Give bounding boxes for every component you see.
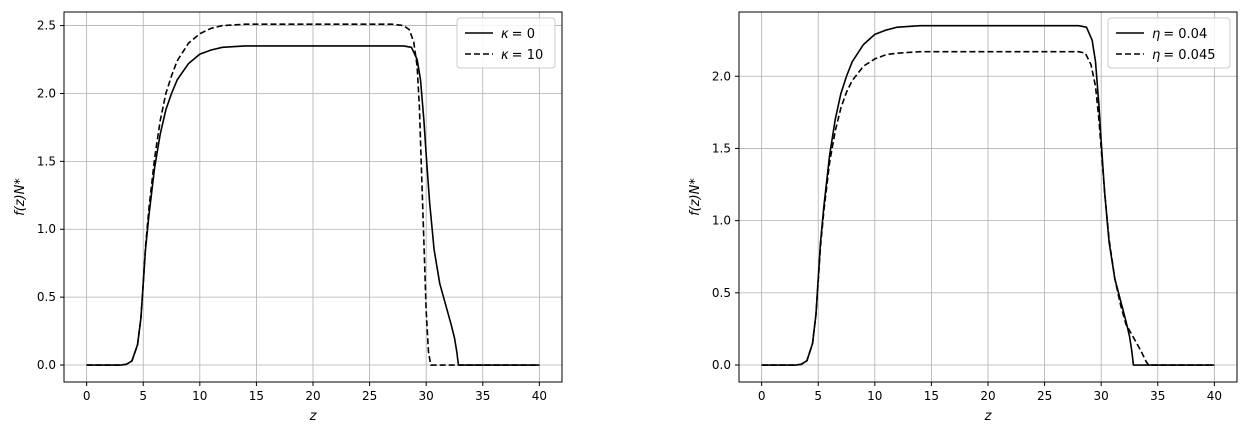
x-tick-label: 20 xyxy=(305,389,320,403)
x-tick-label: 10 xyxy=(192,389,207,403)
y-tick-label: 2.5 xyxy=(37,19,56,33)
y-tick-label: 1.5 xyxy=(37,154,56,168)
legend-symbol: η xyxy=(1152,27,1160,42)
series-line-dashed xyxy=(86,23,540,366)
y-tick-label: 0.0 xyxy=(712,358,731,372)
y-tick-label: 1.0 xyxy=(37,222,56,236)
legend: κ = 0κ = 10 xyxy=(456,17,556,69)
legend-symbol: κ xyxy=(501,27,509,42)
x-tick-label: 25 xyxy=(362,389,377,403)
y-tick-label: 0.5 xyxy=(712,286,731,300)
chart-eta-comparison: 0 5 10 15 20 25 30 35 40 0.0 0.5 1.0 1.5 2.0 z f(z)N* η =… xyxy=(688,11,1238,424)
series-line-dashed xyxy=(761,50,1215,366)
x-tick-label: 15 xyxy=(249,389,264,403)
legend-label: κ = 10 xyxy=(501,48,543,63)
legend-value: = 0.045 xyxy=(1163,48,1215,63)
legend-value: = 0.04 xyxy=(1163,27,1207,42)
legend-label: η = 0.04 xyxy=(1152,27,1207,42)
x-tick-label: 15 xyxy=(924,389,939,403)
y-tick-label: 0.5 xyxy=(37,290,56,304)
x-tick-label: 0 xyxy=(758,389,766,403)
y-tick-label: 1.5 xyxy=(712,141,731,155)
legend-symbol: η xyxy=(1152,48,1160,63)
x-tick-label: 10 xyxy=(867,389,882,403)
x-tick-label: 40 xyxy=(1207,389,1222,403)
legend: η = 0.04η = 0.045 xyxy=(1107,17,1231,69)
legend-value: = 0 xyxy=(512,27,535,42)
x-tick-label: 5 xyxy=(139,389,147,403)
x-tick-label: 5 xyxy=(814,389,822,403)
y-tick-label: 0.0 xyxy=(37,358,56,372)
x-tick-label: 0 xyxy=(83,389,91,403)
chart-kappa-comparison: 0 5 10 15 20 25 30 35 40 0.0 0.5 1.0 1.5 2.0 2.5 z f(z)N… xyxy=(13,11,563,424)
x-axis-label: z xyxy=(309,409,318,424)
x-tick-label: 35 xyxy=(1150,389,1165,403)
legend-symbol: κ xyxy=(501,48,509,63)
y-tick-label: 2.0 xyxy=(712,69,731,83)
legend-label: κ = 0 xyxy=(501,27,535,42)
legend-box xyxy=(1107,17,1231,69)
x-tick-label: 30 xyxy=(1094,389,1109,403)
legend-box xyxy=(456,17,556,69)
y-tick-label: 1.0 xyxy=(712,214,731,228)
x-tick-label: 30 xyxy=(419,389,434,403)
y-axis-label: f(z)N* xyxy=(13,178,28,216)
legend-label: η = 0.045 xyxy=(1152,48,1216,63)
x-tick-label: 20 xyxy=(980,389,995,403)
x-axis-label: z xyxy=(984,409,993,424)
y-axis-label: f(z)N* xyxy=(688,178,703,216)
x-tick-label: 40 xyxy=(532,389,547,403)
x-tick-label: 25 xyxy=(1037,389,1052,403)
legend-value: = 10 xyxy=(512,48,544,63)
y-tick-label: 2.0 xyxy=(37,86,56,100)
x-tick-label: 35 xyxy=(475,389,490,403)
